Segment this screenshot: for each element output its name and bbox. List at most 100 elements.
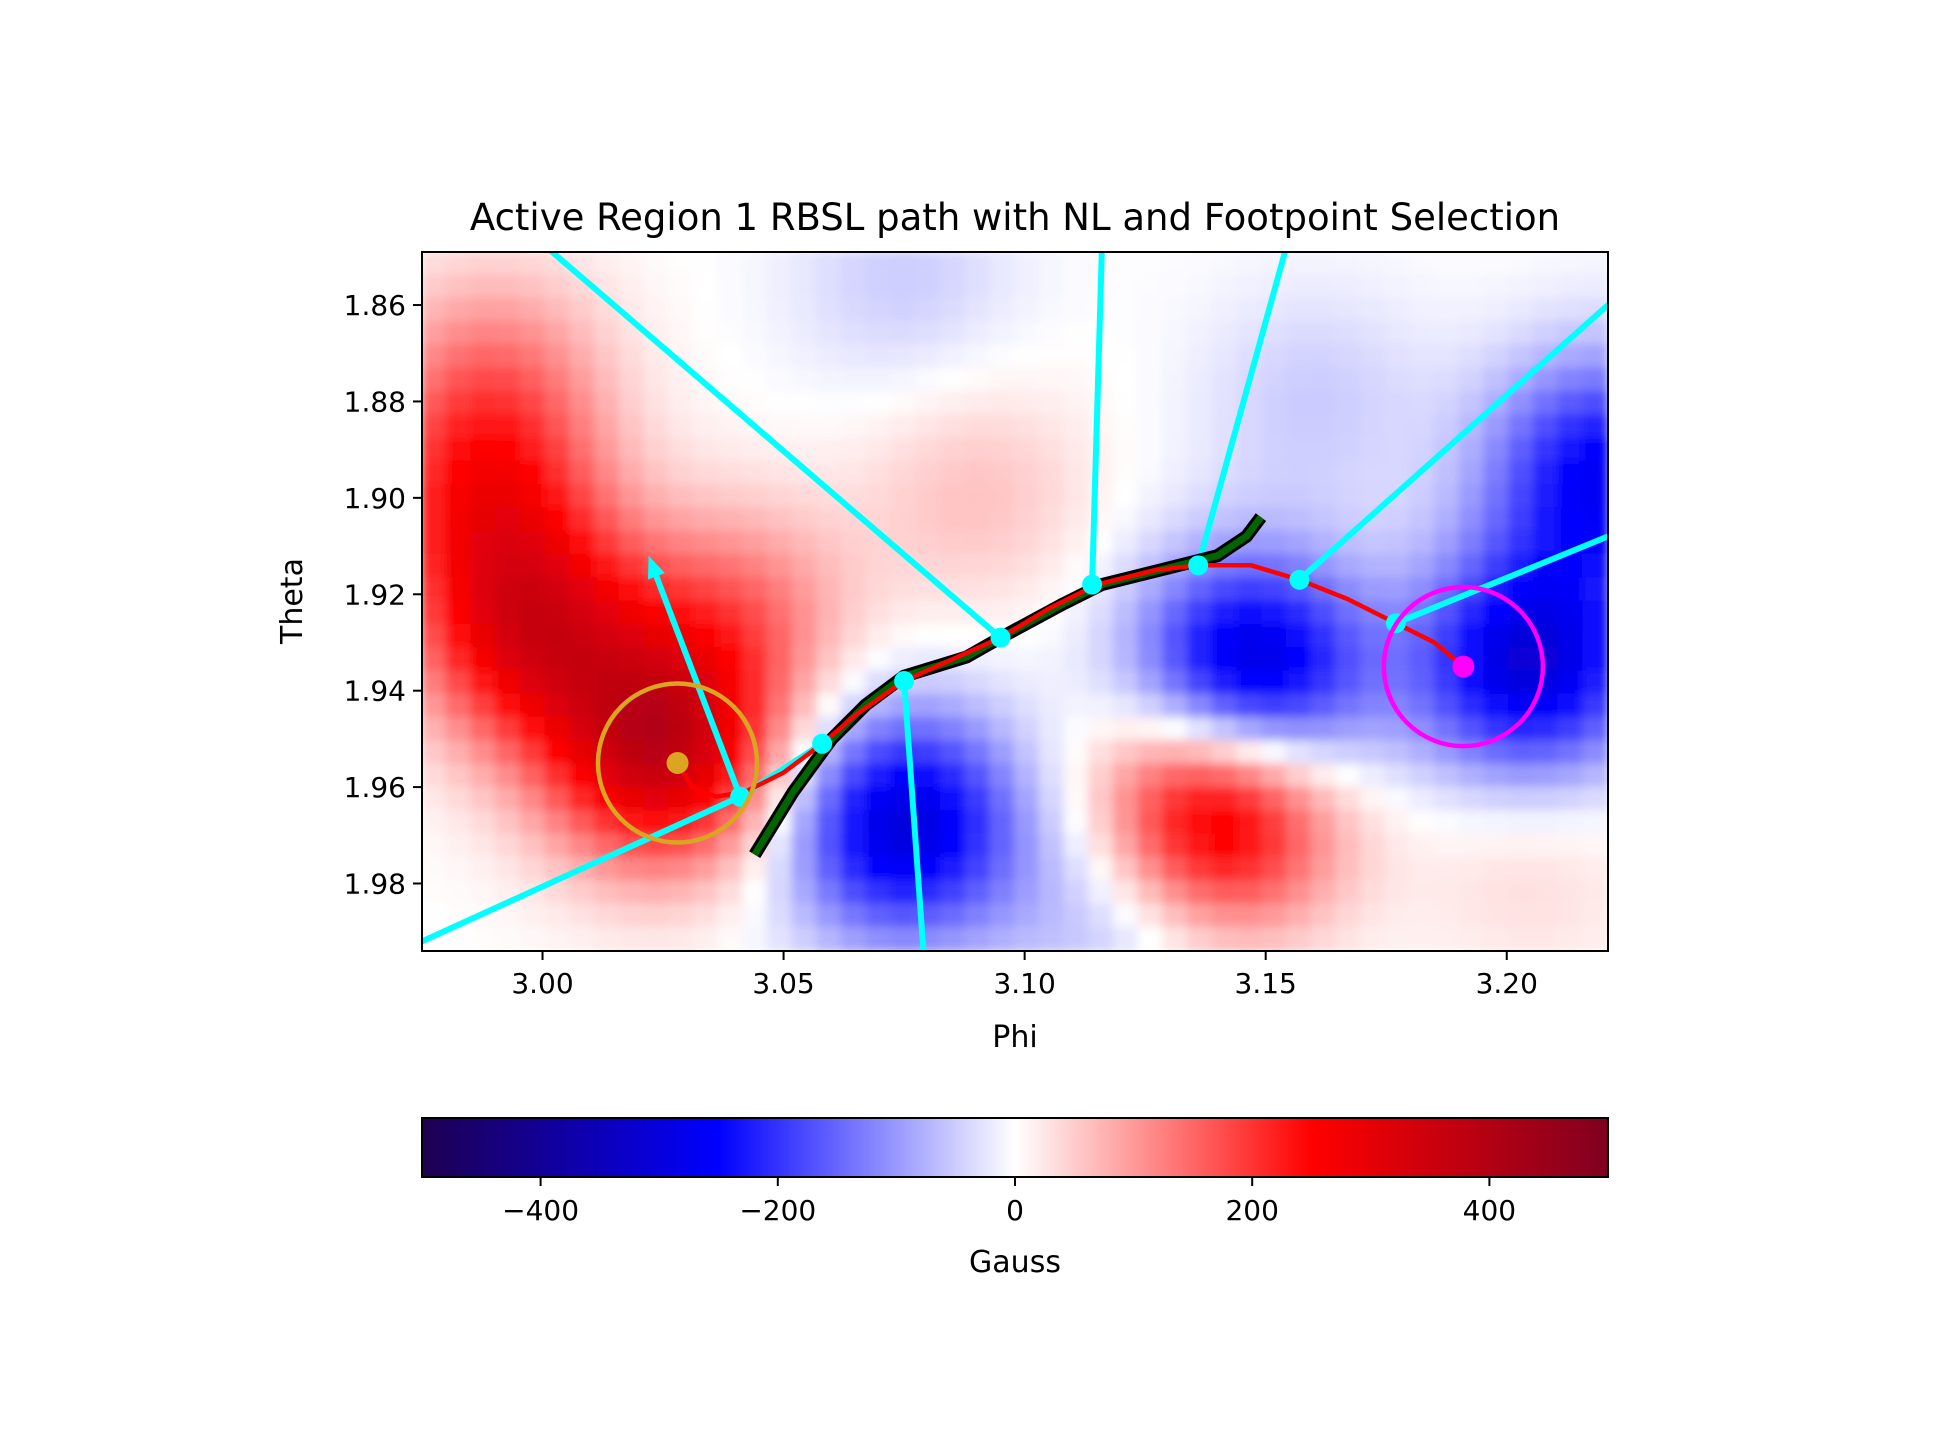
heatmap-cell [890, 484, 918, 510]
heatmap-cell [470, 297, 498, 323]
heatmap-cell [569, 437, 596, 463]
heatmap-cell [742, 670, 769, 696]
heatmap-cell [1063, 880, 1091, 906]
heatmap-cell [1137, 903, 1165, 929]
heatmap-cell [989, 786, 1016, 813]
normal-marker [1082, 574, 1103, 595]
heatmap-cell [816, 367, 843, 393]
heatmap-cell [1582, 460, 1608, 486]
heatmap-cell [1483, 252, 1511, 277]
heatmap-cell [890, 367, 918, 393]
heatmap-cell [1582, 670, 1608, 696]
heatmap-cell [668, 274, 695, 300]
heatmap-cell [1557, 810, 1585, 836]
heatmap-cell [1335, 926, 1362, 951]
heatmap-cell [1211, 600, 1239, 626]
heatmap-cell [766, 530, 794, 556]
heatmap-cell [1582, 763, 1608, 789]
heatmap-cell [544, 553, 572, 580]
heatmap-cell [742, 903, 769, 929]
heatmap-cell [1236, 786, 1264, 813]
heatmap-cell [890, 344, 918, 370]
heatmap-cell [1112, 437, 1140, 463]
heatmap-cell [1384, 390, 1412, 417]
y-tick-label: 1.98 [344, 868, 406, 901]
heatmap-cell [1557, 670, 1585, 696]
heatmap-cell [1285, 390, 1313, 417]
heatmap-cell [422, 437, 448, 463]
heatmap-cell [742, 344, 769, 370]
heatmap-cell [1582, 880, 1608, 906]
heatmap-cell [618, 880, 646, 906]
heatmap-cell [692, 623, 720, 650]
heatmap-cell [865, 810, 893, 836]
heatmap-cell [1014, 507, 1041, 533]
heatmap-cell [594, 390, 621, 417]
heatmap-cell [939, 252, 967, 277]
heatmap-cell [692, 530, 720, 556]
heatmap-cell [1112, 460, 1140, 486]
heatmap-cell [1088, 786, 1115, 813]
heatmap-cell [1532, 460, 1560, 486]
heatmap-cell [618, 553, 646, 580]
heatmap-cell [1261, 484, 1288, 510]
heatmap-cell [1483, 274, 1511, 300]
heatmap-cell [989, 297, 1016, 323]
heatmap-cell [816, 903, 843, 929]
y-tick-label: 1.88 [344, 385, 406, 418]
colorbar-tick-label: −200 [739, 1194, 816, 1227]
heatmap-cell [594, 903, 621, 929]
heatmap-cell [1335, 484, 1362, 510]
heatmap-cell [1236, 297, 1264, 323]
heatmap-cell [618, 344, 646, 370]
heatmap-cell [816, 833, 843, 859]
heatmap-cell [495, 693, 522, 719]
heatmap-cell [1137, 786, 1165, 813]
heatmap-cell [1582, 577, 1608, 603]
heatmap-cell [791, 717, 819, 743]
heatmap-cell [1409, 367, 1436, 393]
heatmap-cell [1038, 460, 1066, 486]
heatmap-cell [445, 600, 473, 626]
heatmap-cell [519, 833, 547, 859]
heatmap-cell [1532, 390, 1560, 417]
heatmap-cell [1359, 390, 1387, 417]
heatmap-cell [1508, 647, 1535, 673]
heatmap-cell [1359, 693, 1387, 719]
heatmap-cell [594, 530, 621, 556]
heatmap-cell [445, 507, 473, 533]
heatmap-cell [1088, 880, 1115, 906]
heatmap-cell [1335, 553, 1362, 580]
heatmap-cell [445, 693, 473, 719]
heatmap-cell [1508, 577, 1535, 603]
heatmap-cell [618, 856, 646, 883]
heatmap-cell [964, 484, 992, 510]
heatmap-cell [519, 484, 547, 510]
heatmap-cell [422, 786, 448, 813]
heatmap-cell [766, 367, 794, 393]
heatmap-cell [865, 437, 893, 463]
heatmap-cell [618, 390, 646, 417]
heatmap-cell [865, 390, 893, 417]
heatmap-cell [445, 390, 473, 417]
heatmap-cell [890, 414, 918, 440]
heatmap-cell [865, 763, 893, 789]
heatmap-cell [422, 274, 448, 300]
heatmap-cell [1137, 717, 1165, 743]
heatmap-cell [495, 252, 522, 277]
heatmap-cell [1261, 856, 1288, 883]
heatmap-cell [1162, 390, 1189, 417]
heatmap-cell [1458, 460, 1486, 486]
heatmap-cell [1582, 600, 1608, 626]
heatmap-cell [1063, 786, 1091, 813]
heatmap-cell [1162, 833, 1189, 859]
heatmap-cell [1359, 833, 1387, 859]
heatmap-cell [939, 414, 967, 440]
heatmap-cell [939, 484, 967, 510]
heatmap-cell [1384, 367, 1412, 393]
heatmap-cell [692, 437, 720, 463]
heatmap-cell [816, 623, 843, 650]
normal-marker [1188, 555, 1209, 576]
heatmap-cell [1063, 553, 1091, 580]
heatmap-cell [1434, 507, 1461, 533]
